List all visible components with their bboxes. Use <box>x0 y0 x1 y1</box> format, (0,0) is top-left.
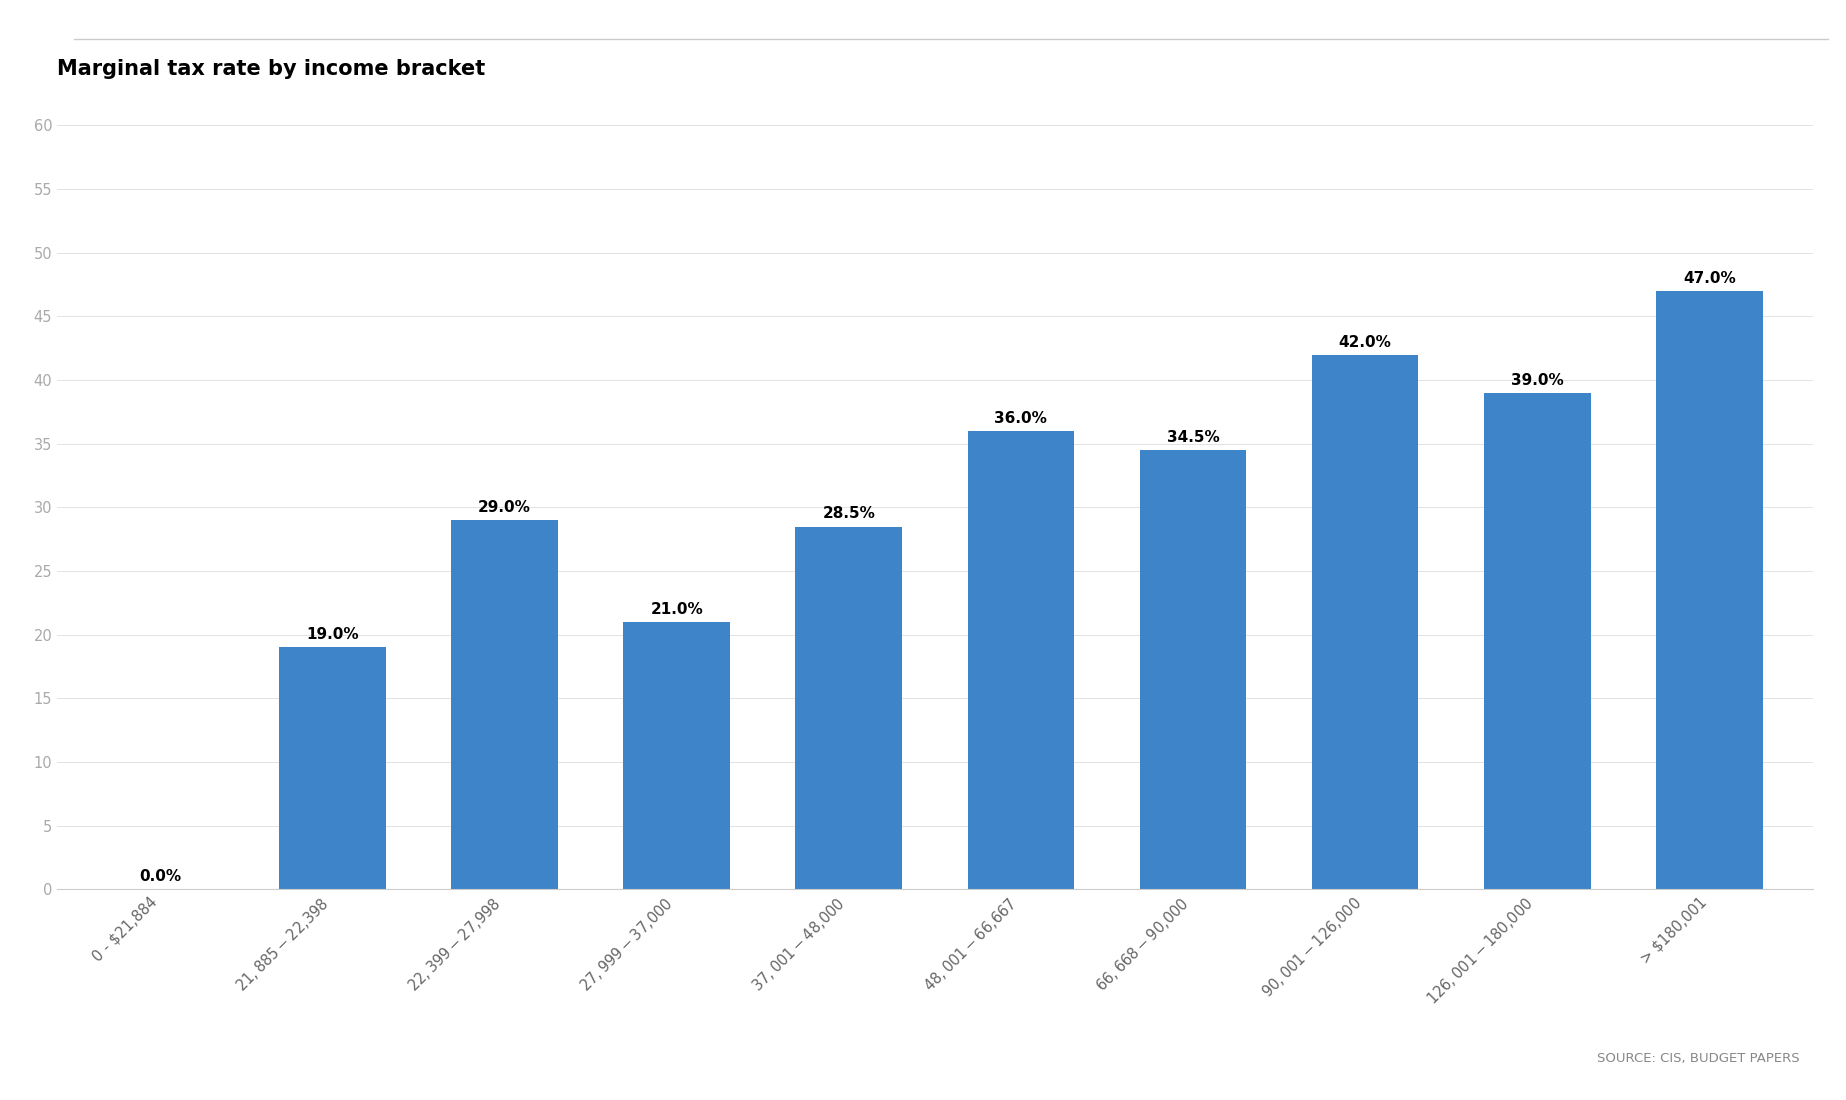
Text: 29.0%: 29.0% <box>478 500 532 515</box>
Bar <box>279 648 386 890</box>
Bar <box>1484 393 1591 890</box>
Text: SOURCE: CIS, BUDGET PAPERS: SOURCE: CIS, BUDGET PAPERS <box>1597 1052 1800 1065</box>
Bar <box>624 621 729 890</box>
Text: Marginal tax rate by income bracket: Marginal tax rate by income bracket <box>57 59 485 79</box>
Bar <box>1656 292 1763 890</box>
Text: 47.0%: 47.0% <box>1684 271 1735 286</box>
Text: 0.0%: 0.0% <box>138 869 181 884</box>
Text: 34.5%: 34.5% <box>1167 430 1220 446</box>
Bar <box>1313 354 1418 890</box>
Text: 19.0%: 19.0% <box>306 627 358 642</box>
Bar <box>450 520 557 890</box>
Bar <box>1139 450 1246 890</box>
Bar <box>796 527 903 890</box>
Text: 21.0%: 21.0% <box>650 602 703 617</box>
Text: 36.0%: 36.0% <box>995 411 1047 426</box>
Text: 42.0%: 42.0% <box>1338 334 1392 350</box>
Bar <box>967 431 1074 890</box>
Text: 39.0%: 39.0% <box>1510 373 1564 388</box>
Text: 28.5%: 28.5% <box>821 506 875 521</box>
